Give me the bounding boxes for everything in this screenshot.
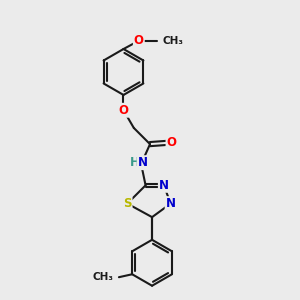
Text: N: N <box>159 179 169 192</box>
Text: H: H <box>130 156 140 169</box>
Text: CH₃: CH₃ <box>93 272 114 282</box>
Text: N: N <box>138 156 148 169</box>
Text: O: O <box>118 104 128 117</box>
Text: O: O <box>134 34 144 47</box>
Text: CH₃: CH₃ <box>162 36 183 46</box>
Text: S: S <box>123 197 132 210</box>
Text: O: O <box>167 136 176 149</box>
Text: N: N <box>166 197 176 210</box>
